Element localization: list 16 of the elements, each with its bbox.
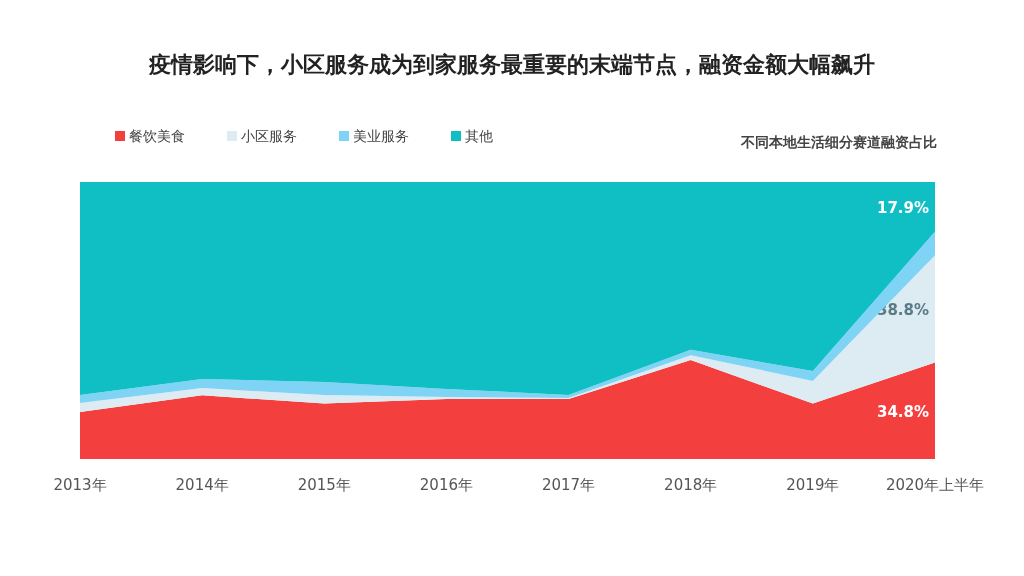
x-tick-label: 2019年 — [786, 476, 840, 494]
x-tick-label: 2018年 — [664, 476, 718, 494]
x-tick-label: 2015年 — [297, 476, 351, 494]
chart-subtitle: 不同本地生活细分赛道融资占比 — [740, 134, 937, 150]
legend-label: 小区服务 — [241, 128, 297, 144]
legend-label: 美业服务 — [353, 128, 409, 144]
chart-title: 疫情影响下，小区服务成为到家服务最重要的末端节点，融资金额大幅飙升 — [148, 52, 875, 77]
data-label: 34.8% — [876, 402, 929, 421]
legend-label: 其他 — [465, 128, 493, 144]
data-label: 17.9% — [876, 198, 929, 217]
x-tick-label: 2013年 — [53, 476, 107, 494]
x-tick-label: 2014年 — [175, 476, 229, 494]
legend-label: 餐饮美食 — [129, 128, 185, 144]
x-tick-label: 2020年上半年 — [885, 476, 985, 494]
x-tick-label: 2016年 — [419, 476, 474, 494]
x-tick-label: 2017年 — [541, 476, 596, 494]
